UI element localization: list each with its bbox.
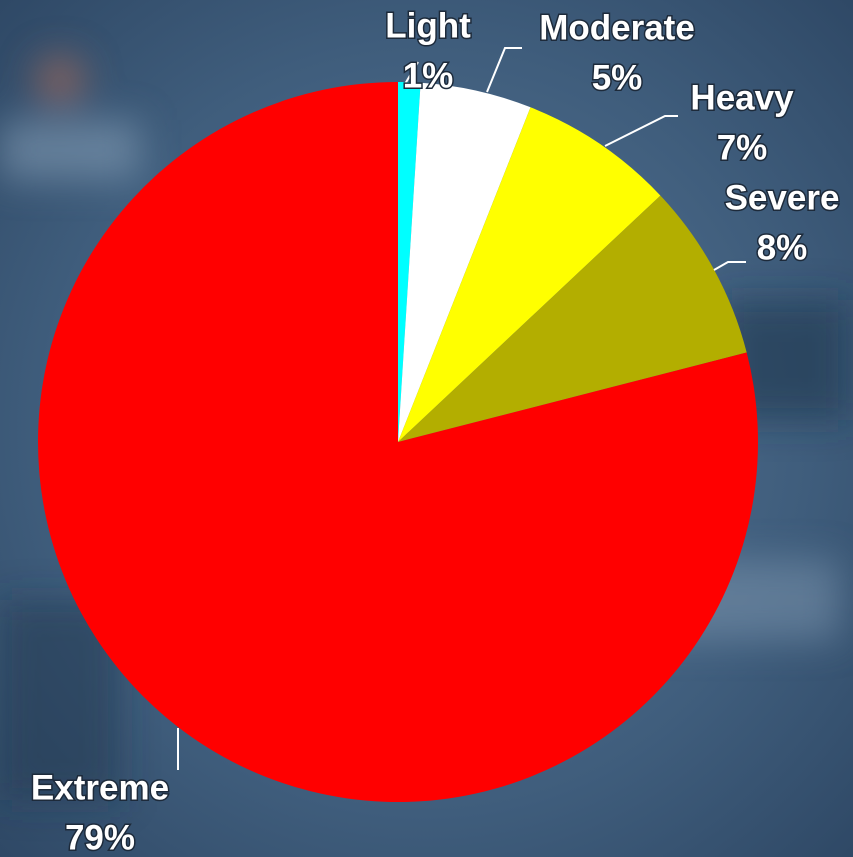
slice-value-label: 5% [592, 58, 643, 97]
slice-label: Extreme [31, 768, 169, 807]
slice-label: Heavy [690, 78, 794, 117]
page: Light 1% Moderate 5% Heavy 7% Severe 8% Extreme 7… [0, 0, 853, 857]
slice-value-label: 8% [757, 228, 808, 267]
slice-value-label: 7% [717, 128, 768, 167]
slice-value-label: 1% [403, 56, 454, 95]
slice-label: Light [385, 6, 471, 45]
slice-value-label: 79% [65, 818, 135, 857]
slice-label: Severe [725, 178, 840, 217]
chart: Light 1% Moderate 5% Heavy 7% Severe 8% Extreme 7… [0, 0, 853, 857]
pie [38, 82, 758, 802]
slice-label: Moderate [539, 8, 695, 47]
